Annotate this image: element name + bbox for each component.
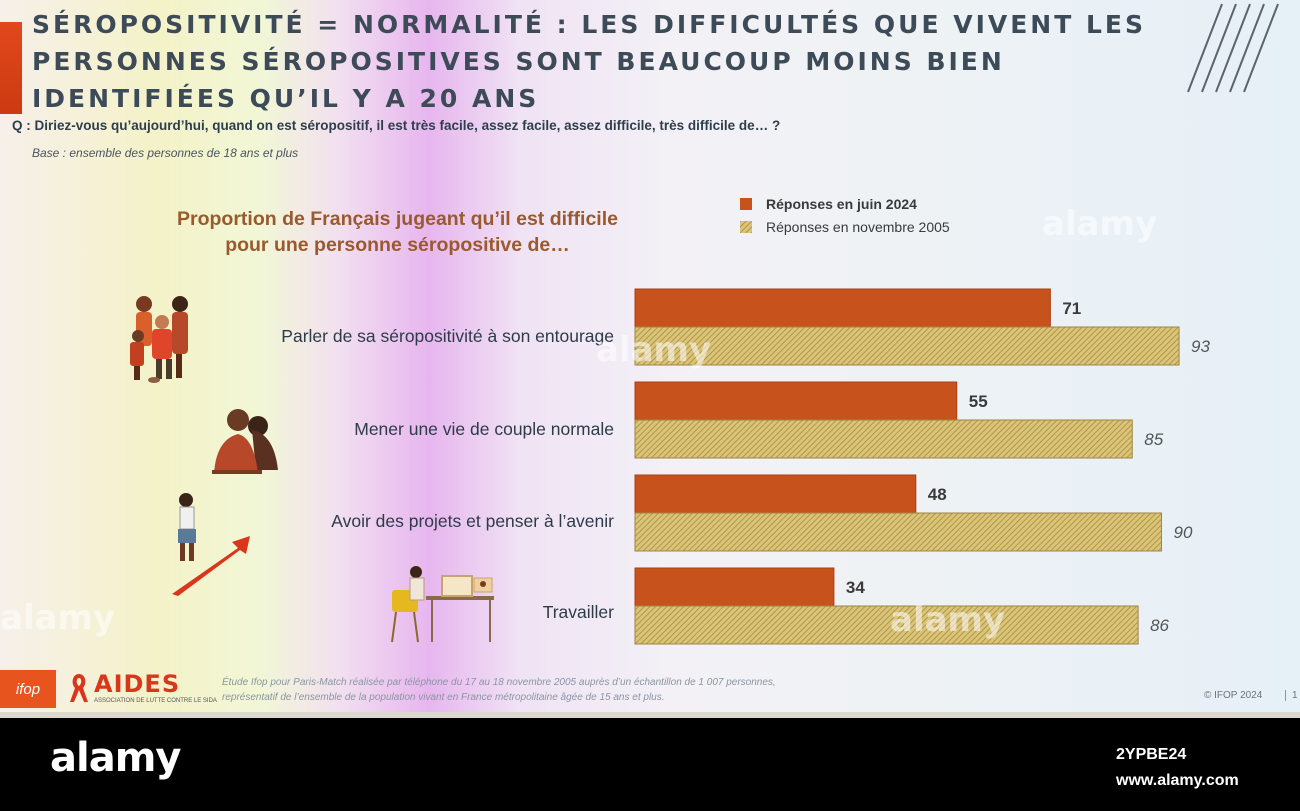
slide: SÉROPOSITIVITÉ = NORMALITÉ : LES DIFFICU… xyxy=(0,0,1300,718)
bar-2005-2 xyxy=(634,512,1162,552)
watermark: alamy xyxy=(596,330,712,370)
legend-swatch-2024 xyxy=(740,197,752,210)
page-number: 1 xyxy=(1285,690,1298,701)
chart-legend: Réponses en juin 2024 Réponses en novemb… xyxy=(740,192,950,238)
bar-2005-0 xyxy=(634,326,1180,366)
watermark: alamy xyxy=(0,598,116,638)
copyright: © IFOP 2024 xyxy=(1204,690,1263,701)
value-label-2005-1: 85 xyxy=(1144,430,1163,449)
footer-note-line-1: Étude Ifop pour Paris-Match réalisée par… xyxy=(222,677,776,688)
value-label-2024-0: 71 xyxy=(1062,299,1081,318)
value-label-2024-2: 48 xyxy=(928,485,947,504)
survey-question: Q : Diriez-vous qu’aujourd’hui, quand on… xyxy=(12,118,781,133)
stock-photo-bar xyxy=(0,718,1300,811)
value-label-2024-1: 55 xyxy=(969,392,988,411)
legend-swatch-2005 xyxy=(740,220,752,233)
bar-2005-3 xyxy=(634,605,1139,645)
category-label-travailler: Travailler xyxy=(542,602,614,622)
decorative-lines xyxy=(1187,3,1279,93)
survey-base: Base : ensemble des personnes de 18 ans … xyxy=(32,146,299,160)
bar-2024-0 xyxy=(634,288,1051,328)
legend-item-2005: Réponses en novembre 2005 xyxy=(740,215,950,238)
slide-title: SÉROPOSITIVITÉ = NORMALITÉ : LES DIFFICU… xyxy=(32,10,1146,113)
bar-2024-1 xyxy=(634,381,958,421)
watermark: alamy xyxy=(890,600,1006,640)
chart-heading: Proportion de Français jugeant qu’il est… xyxy=(140,206,655,258)
work-illustration xyxy=(391,566,494,643)
bar-2024-2 xyxy=(634,474,917,514)
stock-image-id: 2YPBE24 xyxy=(1116,746,1187,763)
bar-2005-1 xyxy=(634,419,1133,459)
category-label-projets: Avoir des projets et penser à l’avenir xyxy=(331,511,614,531)
bar-2024-3 xyxy=(634,567,835,607)
value-label-2005-0: 93 xyxy=(1191,337,1210,356)
value-label-2024-3: 34 xyxy=(846,578,865,597)
footer-note: Étude Ifop pour Paris-Match réalisée par… xyxy=(222,675,776,705)
ifop-logo: ifop xyxy=(0,670,56,708)
legend-label-2024: Réponses en juin 2024 xyxy=(766,195,917,212)
value-label-2005-2: 90 xyxy=(1174,523,1193,542)
red-ribbon-icon xyxy=(70,674,88,702)
legend-item-2024: Réponses en juin 2024 xyxy=(740,192,950,215)
family-illustration xyxy=(130,296,188,383)
legend-label-2005: Réponses en novembre 2005 xyxy=(766,218,950,235)
aides-logo-text: AIDES xyxy=(94,670,181,698)
couple-illustration xyxy=(212,409,278,474)
bar-chart: 71 93 55 85 48 90 34 86 xyxy=(634,288,1211,645)
stock-site-url: www.alamy.com xyxy=(1116,772,1239,789)
title-accent-bar xyxy=(0,22,22,114)
watermark: alamy xyxy=(1042,204,1158,244)
aides-logo: AIDES ASSOCIATION DE LUTTE CONTRE LE SID… xyxy=(64,668,217,710)
aides-tagline: ASSOCIATION DE LUTTE CONTRE LE SIDA xyxy=(94,698,217,704)
future-illustration xyxy=(172,493,250,596)
category-label-couple: Mener une vie de couple normale xyxy=(354,419,614,439)
footer-note-line-2: représentatif de l’ensemble de la popula… xyxy=(222,692,665,703)
stock-photo-brand: alamy xyxy=(50,735,181,781)
chart-heading-line-2: pour une personne séropositive de… xyxy=(225,234,570,256)
value-label-2005-3: 86 xyxy=(1150,616,1169,635)
stock-photo-id: 2YPBE24 www.alamy.com xyxy=(1116,742,1239,794)
category-label-entourage: Parler de sa séropositivité à son entour… xyxy=(281,326,614,346)
chart-heading-line-1: Proportion de Français jugeant qu’il est… xyxy=(177,208,618,230)
slide-bottom-strip xyxy=(0,712,1300,718)
